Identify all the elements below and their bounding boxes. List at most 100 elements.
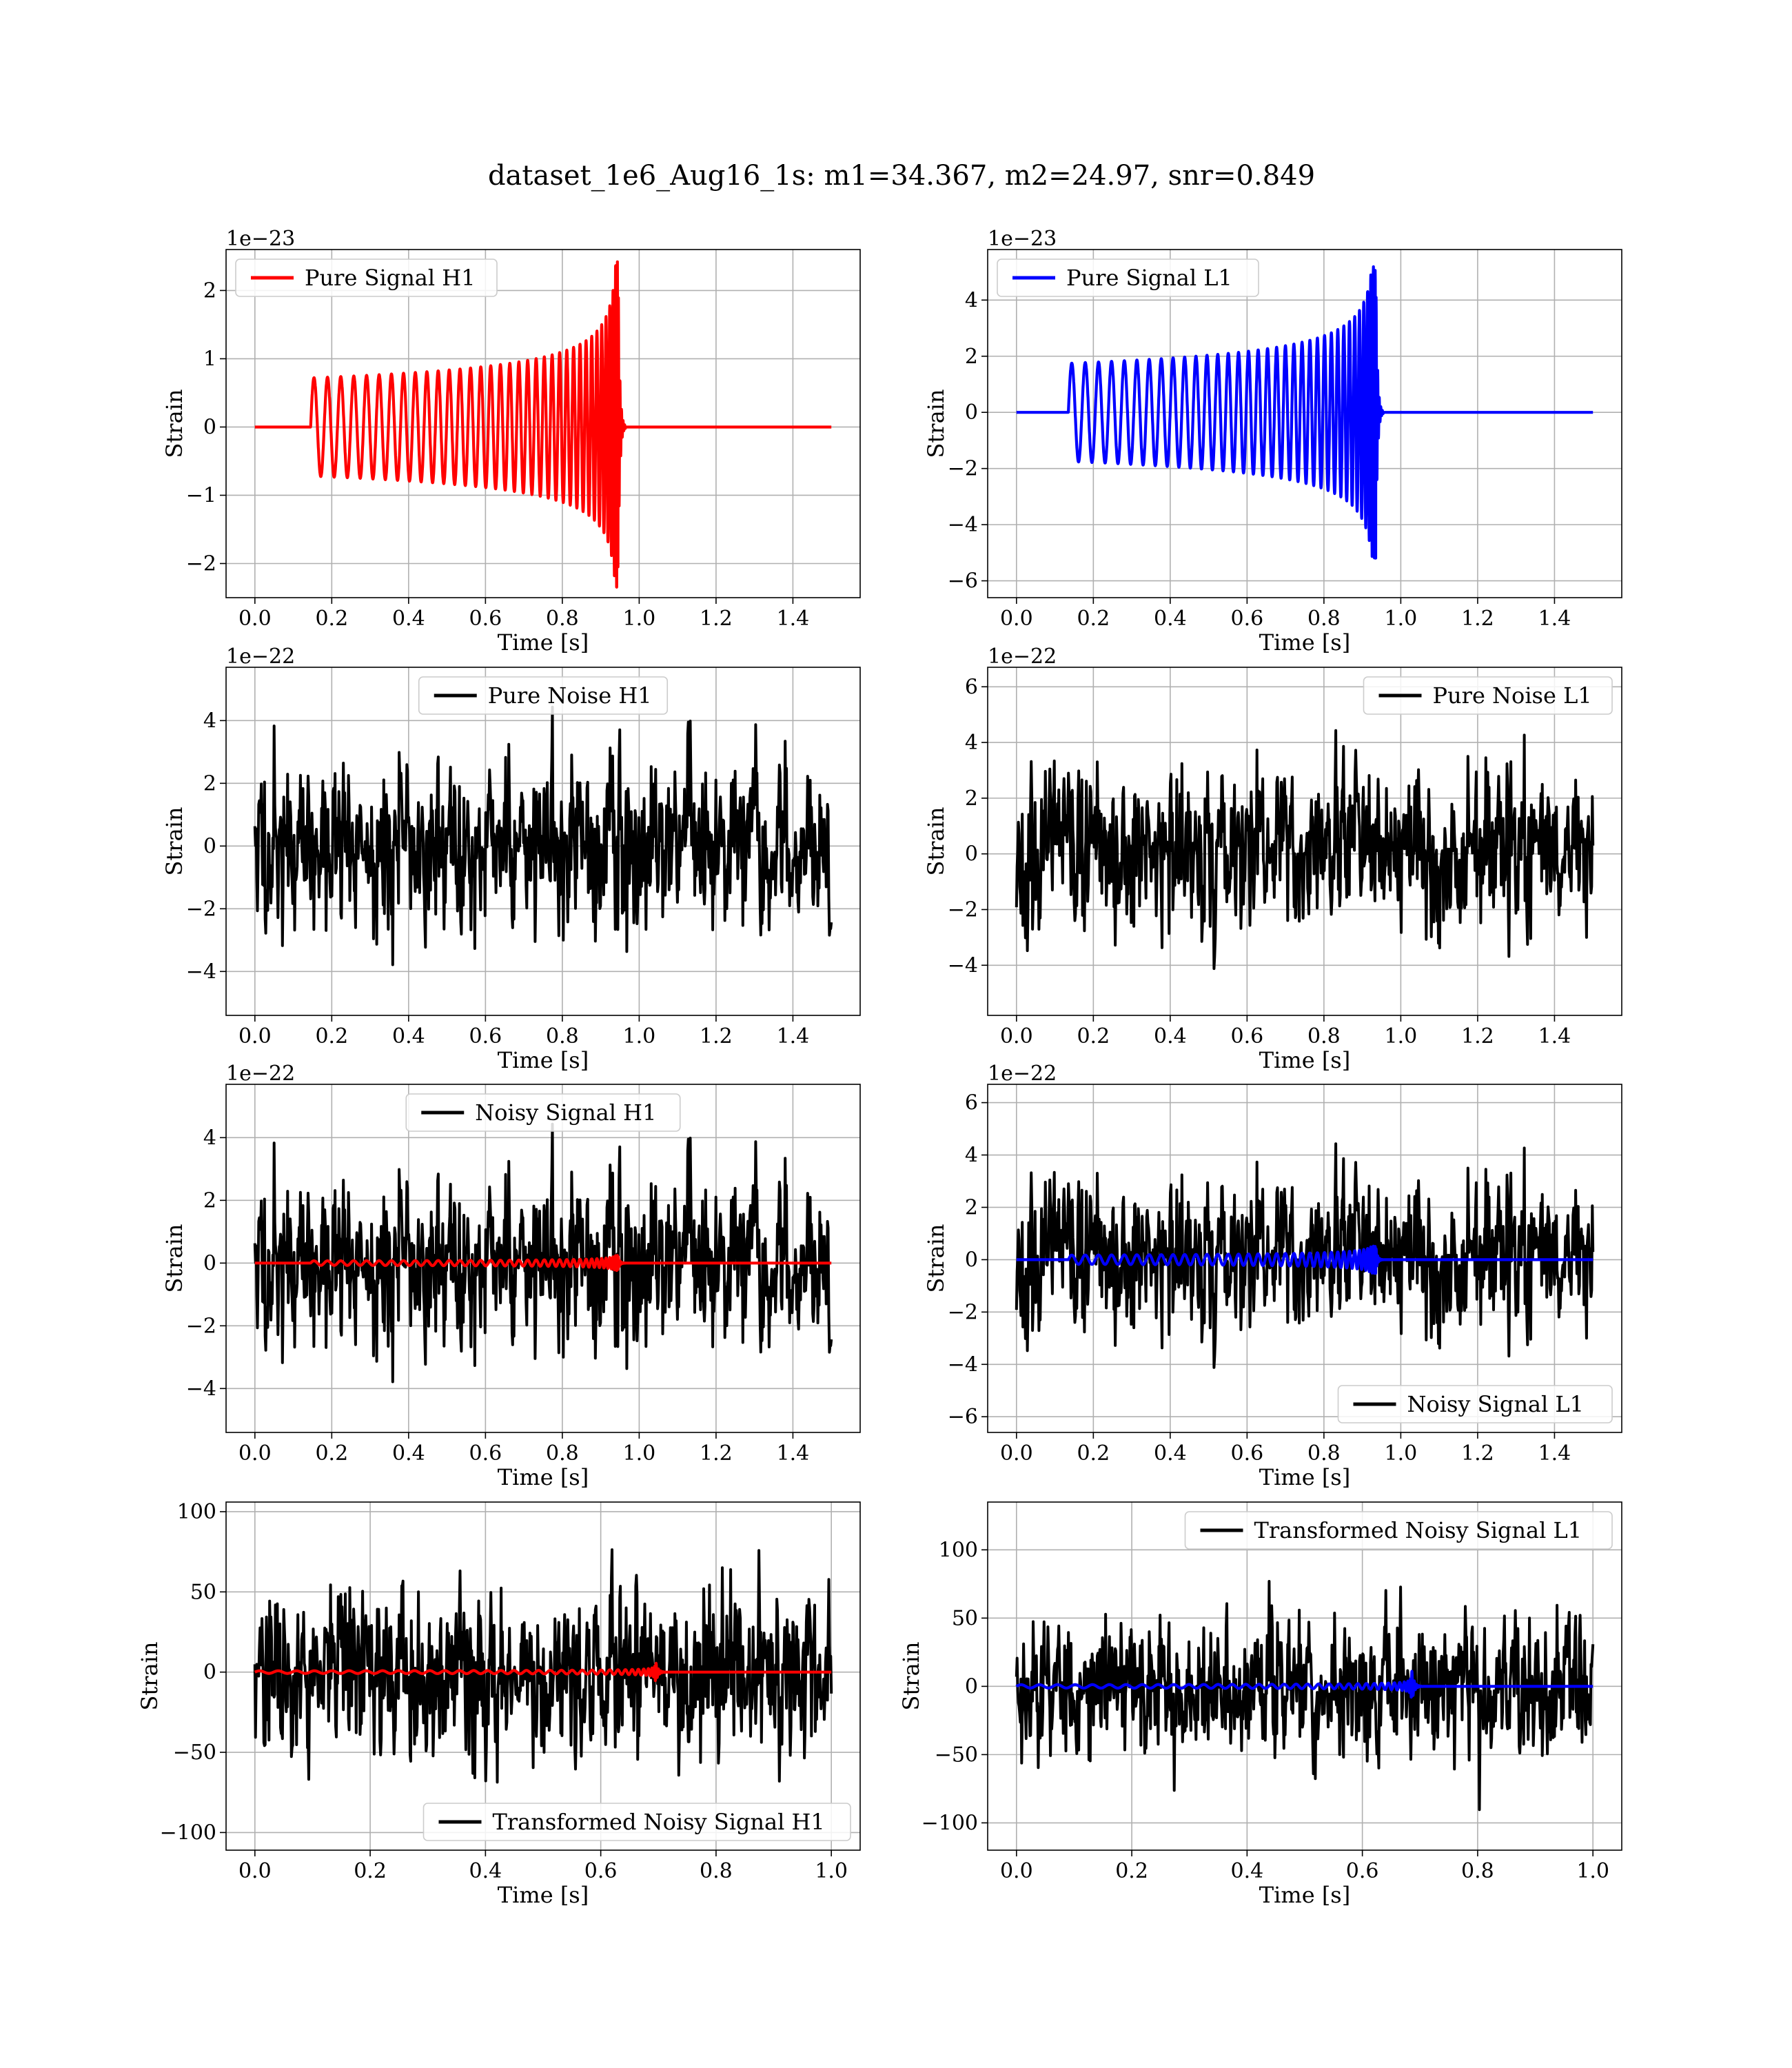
series-line-pure-signal-l1 — [1015, 265, 1595, 560]
y-tick-label: −2 — [948, 457, 978, 481]
y-tick-label: 6 — [965, 675, 978, 699]
x-axis-label: Time [s] — [498, 1464, 589, 1490]
subplot-pure-noise-h1: 0.0 0.2 0.4 0.6 0.8 1.0 1.2 1.4 −4 −2 0 2 4 Time [s] S… — [161, 645, 861, 1073]
y-tick-label: −2 — [948, 1300, 978, 1324]
x-axis-label: Time [s] — [498, 1047, 589, 1073]
series-line-overlay-1 — [253, 1254, 833, 1273]
y-tick-label: −2 — [186, 1314, 216, 1338]
series-group — [253, 260, 833, 589]
legend: Transformed Noisy Signal H1 — [422, 1803, 851, 1841]
x-axis-label: Time [s] — [1259, 629, 1350, 656]
x-tick-label: 1.4 — [1538, 1024, 1571, 1048]
x-tick-label: 0.6 — [1231, 607, 1264, 631]
y-axis-label: Strain — [898, 1642, 924, 1711]
series-group — [1015, 729, 1595, 971]
legend-box — [1184, 1511, 1613, 1550]
y-tick-label: 0 — [203, 834, 216, 858]
x-tick-label: 0.0 — [1000, 607, 1033, 631]
x-tick-label: 0.8 — [546, 1441, 579, 1466]
legend-box — [405, 1093, 681, 1132]
y-tick-label: −1 — [186, 483, 216, 507]
legend-box — [1363, 676, 1613, 715]
x-tick-label: 0.2 — [315, 607, 348, 631]
series-group — [1015, 265, 1595, 560]
series-group — [253, 1122, 833, 1383]
y-tick-label: −4 — [186, 1377, 216, 1401]
y-tick-label: 50 — [952, 1606, 978, 1630]
x-tick-label: 0.6 — [1231, 1024, 1264, 1048]
y-tick-label: −2 — [948, 898, 978, 922]
y-tick-label: 0 — [965, 1248, 978, 1272]
y-axis-label: Strain — [161, 1224, 187, 1293]
legend-label: Pure Noise L1 — [1433, 682, 1592, 709]
legend-label: Noisy Signal L1 — [1407, 1391, 1585, 1417]
y-offset-label: 1e−22 — [226, 645, 295, 669]
x-tick-label: 1.2 — [1461, 1024, 1494, 1048]
legend-label: Pure Signal L1 — [1066, 265, 1232, 291]
x-tick-label: 0.8 — [700, 1859, 733, 1883]
y-tick-label: 0 — [965, 1674, 978, 1699]
x-tick-label: 1.2 — [700, 607, 733, 631]
y-tick-label: 6 — [965, 1091, 978, 1115]
x-tick-label: 0.0 — [238, 1859, 272, 1883]
x-tick-label: 0.8 — [1307, 1441, 1341, 1466]
figure-title: dataset_1e6_Aug16_1s: m1=34.367, m2=24.9… — [488, 160, 1315, 192]
y-tick-label: −2 — [186, 551, 216, 576]
y-axis-label: Strain — [923, 389, 949, 458]
legend-box — [997, 258, 1259, 297]
x-tick-label: 0.2 — [315, 1024, 348, 1048]
axes-frame — [987, 249, 1622, 598]
x-tick-label: 1.4 — [777, 1441, 810, 1466]
subplot-noisy-signal-h1: 0.0 0.2 0.4 0.6 0.8 1.0 1.2 1.4 −4 −2 0 2 4 Time [s] S… — [161, 1062, 861, 1490]
y-tick-label: 0 — [203, 415, 216, 439]
series-group — [1015, 1142, 1595, 1369]
x-axis-label: Time [s] — [1259, 1882, 1350, 1908]
legend: Pure Noise L1 — [1363, 676, 1613, 715]
series-line-pure-signal-h1 — [253, 260, 833, 589]
x-tick-label: 0.6 — [469, 1441, 502, 1466]
y-tick-label: −100 — [160, 1821, 216, 1845]
y-tick-label: 0 — [965, 401, 978, 425]
y-tick-label: −2 — [186, 897, 216, 921]
legend: Pure Noise H1 — [418, 676, 669, 715]
x-tick-label: 0.0 — [238, 1024, 272, 1048]
x-tick-label: 0.6 — [1231, 1441, 1264, 1466]
legend-box — [1337, 1385, 1613, 1423]
y-tick-label: 2 — [965, 1195, 978, 1219]
y-axis-label: Strain — [923, 807, 949, 876]
series-group — [1015, 1580, 1595, 1812]
y-tick-label: 2 — [203, 771, 216, 795]
legend-box — [235, 258, 498, 297]
y-tick-label: 2 — [965, 345, 978, 369]
x-axis-label: Time [s] — [498, 1882, 589, 1908]
x-tick-label: 0.0 — [1000, 1859, 1033, 1883]
x-tick-label: 0.4 — [392, 1441, 425, 1466]
y-axis-label: Strain — [161, 389, 187, 458]
y-tick-label: 2 — [203, 278, 216, 303]
y-tick-label: 2 — [965, 787, 978, 811]
axes-frame — [225, 667, 861, 1016]
y-tick-label: −50 — [173, 1741, 216, 1765]
x-tick-label: 0.8 — [1307, 607, 1341, 631]
x-tick-label: 0.2 — [1077, 607, 1110, 631]
x-axis-label: Time [s] — [1259, 1464, 1350, 1490]
y-tick-label: 4 — [203, 1126, 216, 1150]
x-tick-label: 0.2 — [1115, 1859, 1148, 1883]
legend: Noisy Signal H1 — [405, 1093, 681, 1132]
legend-label: Pure Signal H1 — [305, 265, 476, 291]
legend: Pure Signal L1 — [997, 258, 1259, 297]
y-tick-label: 0 — [203, 1251, 216, 1275]
subplot-grid: 0.0 0.2 0.4 0.6 0.8 1.0 1.2 1.4 −2 −1 0 1 2 Time [s] S… — [136, 227, 1622, 1908]
x-tick-label: 0.4 — [392, 1024, 425, 1048]
legend: Pure Signal H1 — [235, 258, 498, 297]
x-tick-label: 1.0 — [623, 1441, 656, 1466]
y-tick-label: 0 — [965, 842, 978, 866]
y-tick-label: 0 — [203, 1661, 216, 1685]
y-offset-label: 1e−22 — [226, 1062, 295, 1086]
legend-label: Pure Noise H1 — [488, 682, 652, 709]
legend: Transformed Noisy Signal L1 — [1184, 1511, 1613, 1550]
y-tick-label: −4 — [948, 953, 978, 977]
x-tick-label: 1.4 — [1538, 1441, 1571, 1466]
axes-frame — [225, 1084, 861, 1433]
